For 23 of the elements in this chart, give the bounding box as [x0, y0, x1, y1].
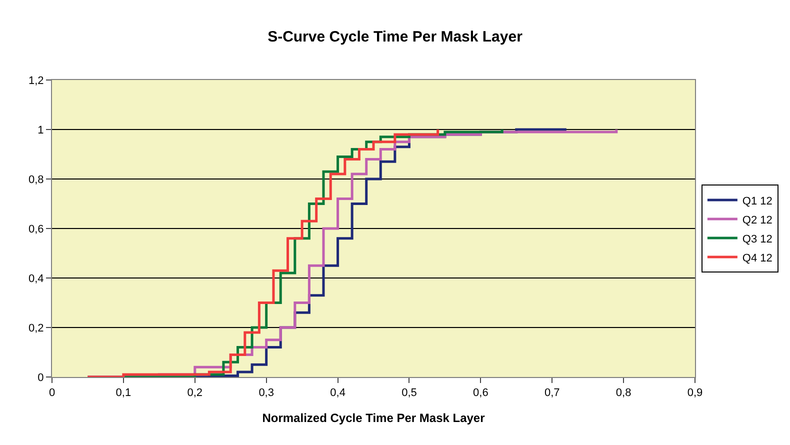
x-tick-label: 0,4 — [330, 387, 346, 400]
y-tick-label: 1 — [38, 124, 44, 136]
x-tick-label: 0,2 — [187, 387, 203, 400]
y-tick-label: 0,4 — [28, 272, 44, 285]
legend-label: Q2 12 — [742, 214, 772, 226]
legend-label: Q4 12 — [742, 252, 772, 264]
x-tick-label: 0,1 — [116, 387, 132, 400]
x-axis-title: Normalized Cycle Time Per Mask Layer — [262, 411, 486, 426]
x-tick-label: 0,5 — [402, 387, 417, 400]
y-tick-label: 0,8 — [28, 174, 44, 186]
x-tick-label: 0,7 — [544, 387, 560, 400]
legend-label: Q1 12 — [742, 195, 772, 208]
y-tick-label: 0,2 — [28, 322, 44, 334]
y-tick-label: 0 — [38, 372, 44, 384]
x-tick-label: 0,8 — [616, 387, 632, 400]
x-tick-label: 0,3 — [258, 387, 274, 400]
x-tick-label: 0 — [48, 387, 56, 400]
x-tick-label: 0,9 — [687, 387, 703, 400]
chart-title: S-Curve Cycle Time Per Mask Layer — [268, 28, 523, 46]
y-tick-label: 1,2 — [28, 74, 44, 87]
y-tick-label: 0,6 — [28, 223, 44, 236]
legend-label: Q3 12 — [742, 233, 772, 246]
x-tick-label: 0,6 — [473, 387, 488, 400]
